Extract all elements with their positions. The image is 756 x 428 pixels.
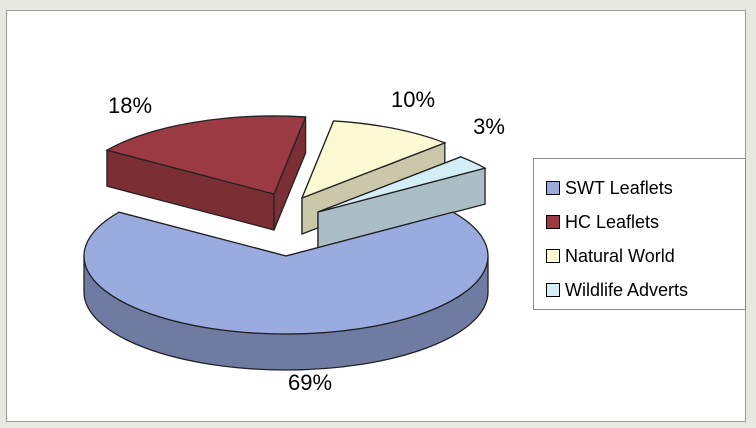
pie-label-hc-leaflets: 18% xyxy=(108,93,152,118)
legend-label: HC Leaflets xyxy=(565,211,660,232)
legend-item-hc-leaflets: HC Leaflets xyxy=(534,205,745,239)
legend-label: SWT Leaflets xyxy=(565,177,673,198)
pie-slice-hc-leaflets xyxy=(105,115,307,231)
pie-labels: 69% 18% 10% 3% xyxy=(108,87,505,395)
legend-item-swt-leaflets: SWT Leaflets xyxy=(534,171,745,205)
legend-swatch xyxy=(546,283,560,297)
legend-item-wildlife-adverts: Wildlife Adverts xyxy=(534,273,745,307)
pie-label-wildlife-adverts: 3% xyxy=(473,114,505,139)
pie-label-swt-leaflets: 69% xyxy=(288,370,332,395)
pie-slice-wildlife-adverts xyxy=(317,155,487,249)
legend-label: Wildlife Adverts xyxy=(565,279,689,300)
legend-swatch xyxy=(546,249,560,263)
legend-label: Natural World xyxy=(565,245,675,266)
legend-swatch xyxy=(546,181,560,195)
pie-slice-swt-leaflets xyxy=(83,211,489,371)
legend: SWT Leaflets HC Leaflets Natural World W… xyxy=(533,158,746,310)
legend-swatch xyxy=(546,215,560,229)
pie-slices xyxy=(83,115,489,371)
pie-label-natural-world: 10% xyxy=(391,87,435,112)
legend-item-natural-world: Natural World xyxy=(534,239,745,273)
